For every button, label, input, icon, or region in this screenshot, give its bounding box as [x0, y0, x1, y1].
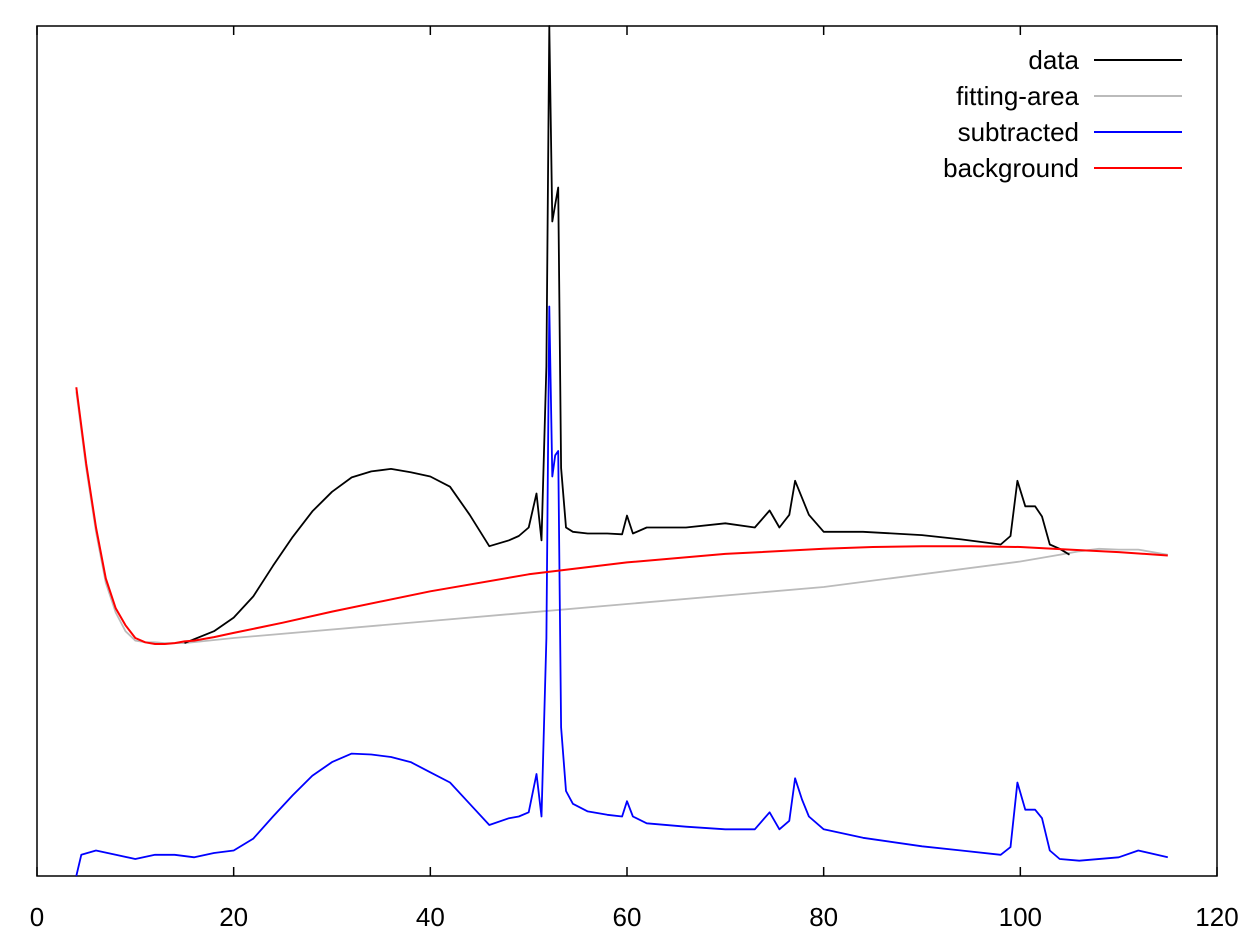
x-tick-label: 20: [219, 902, 248, 932]
x-axis-ticks: 0 20 40 60 80 100 120: [30, 26, 1239, 932]
legend-label-subtracted: subtracted: [958, 117, 1079, 147]
legend-label-data: data: [1028, 45, 1079, 75]
series-layer: [75, 25, 1169, 877]
series-data-line: [184, 25, 1070, 644]
x-tick-label: 0: [30, 902, 44, 932]
x-tick-label: 120: [1195, 902, 1238, 932]
legend-label-fitting-area: fitting-area: [956, 81, 1079, 111]
series-fitting-area-line: [75, 391, 1168, 644]
x-tick-label: 40: [416, 902, 445, 932]
x-tick-label: 100: [999, 902, 1042, 932]
series-background-line: [75, 387, 1168, 645]
x-tick-label: 80: [809, 902, 838, 932]
x-tick-label: 60: [613, 902, 642, 932]
series-subtracted-line: [75, 305, 1169, 877]
legend: data fitting-area subtracted background: [943, 45, 1182, 183]
legend-label-background: background: [943, 153, 1079, 183]
